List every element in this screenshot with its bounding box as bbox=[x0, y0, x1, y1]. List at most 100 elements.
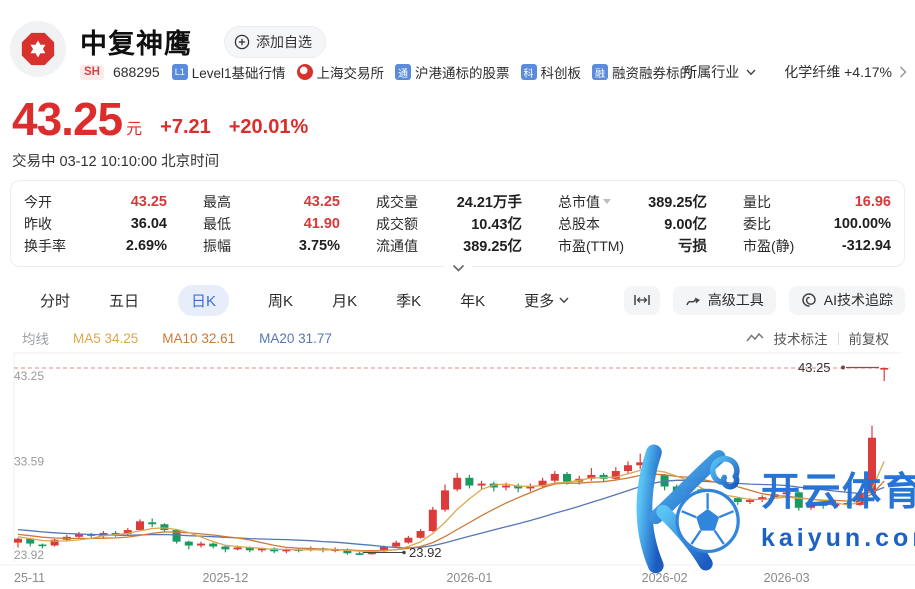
candle bbox=[26, 538, 35, 544]
stat-cell: 委比 100.00% bbox=[743, 213, 891, 234]
stat-value: 43.25 bbox=[130, 193, 167, 210]
industry-block: 所属行业 化学纤维 +4.17% bbox=[683, 62, 907, 82]
stat-value: 389.25亿 bbox=[648, 195, 707, 211]
stat-label: 最低 bbox=[203, 214, 231, 234]
ma-legend: 均线 MA5 34.25 MA10 32.61 MA20 31.77 bbox=[22, 328, 332, 348]
candle bbox=[282, 549, 291, 552]
stock-tag[interactable]: 科科创板 bbox=[520, 62, 582, 82]
add-watchlist-button[interactable]: 添加自选 bbox=[224, 26, 326, 58]
candle bbox=[819, 503, 828, 506]
candle bbox=[746, 500, 754, 502]
y-axis-label: 23.92 bbox=[14, 548, 44, 562]
stock-tag[interactable]: L1 Level1基础行情 bbox=[171, 62, 286, 82]
tab-more[interactable]: 更多 bbox=[524, 290, 569, 311]
tab-年K[interactable]: 年K bbox=[460, 292, 486, 310]
candle bbox=[38, 544, 47, 547]
annotate-zigzag-icon bbox=[745, 332, 764, 342]
collapse-stats-button[interactable] bbox=[444, 260, 472, 276]
stock-tags: L1 Level1基础行情 上海交易所通沪港通标的股票科科创板融融资融券标的 bbox=[171, 62, 693, 82]
stat-label: 昨收 bbox=[24, 214, 52, 234]
candle bbox=[502, 485, 510, 488]
advanced-tools-button[interactable]: 高级工具 bbox=[672, 285, 776, 315]
chart-options: 技术标注 前复权 bbox=[745, 328, 890, 348]
stat-cell: 最低 41.90 bbox=[203, 213, 340, 234]
quote-stats-card: 今开 43.25 最高 43.25 成交量 24.21万手 总市值 389.25亿 量比 16.9… bbox=[10, 180, 905, 267]
tab-五日[interactable]: 五日 bbox=[109, 292, 140, 310]
candle bbox=[831, 502, 840, 506]
add-circle-icon bbox=[234, 34, 250, 50]
x-axis-label: 25-11 bbox=[14, 571, 45, 585]
candle bbox=[550, 473, 559, 481]
tag-label: 科创板 bbox=[540, 66, 582, 81]
low-annotation-label: 23.92 bbox=[409, 545, 442, 560]
candle bbox=[636, 462, 645, 466]
stat-value: 亏损 bbox=[678, 239, 707, 255]
candle bbox=[514, 485, 523, 489]
industry-value[interactable]: 化学纤维 +4.17% bbox=[784, 64, 892, 80]
add-watchlist-label: 添加自选 bbox=[256, 34, 312, 50]
stock-tag[interactable]: 上海交易所 bbox=[296, 62, 385, 82]
stat-cell: 市盈(TTM) 亏损 bbox=[558, 235, 707, 256]
industry-label[interactable]: 所属行业 bbox=[683, 64, 740, 80]
tech-annotate-label[interactable]: 技术标注 bbox=[773, 332, 828, 347]
dropdown-caret-icon[interactable] bbox=[603, 199, 611, 204]
stat-value: 10.43亿 bbox=[471, 217, 522, 233]
candle bbox=[392, 542, 401, 547]
full-width-button[interactable] bbox=[623, 285, 660, 315]
stat-label: 总市值 bbox=[558, 192, 611, 212]
candle bbox=[233, 547, 242, 550]
stock-code: 688295 bbox=[112, 64, 160, 80]
tab-日K[interactable]: 日K bbox=[178, 284, 230, 316]
stat-label: 流通值 bbox=[376, 236, 418, 256]
stat-label-text: 成交量 bbox=[376, 193, 418, 210]
y-axis-label: 43.25 bbox=[14, 369, 44, 383]
tag-badge-icon: 科 bbox=[520, 64, 537, 80]
price-unit: 元 bbox=[126, 120, 143, 138]
candle bbox=[416, 531, 425, 538]
x-axis-label: 2025-12 bbox=[202, 571, 248, 585]
ma5-line bbox=[17, 461, 885, 553]
tag-label: 融资融券标的 bbox=[612, 66, 693, 81]
candle bbox=[453, 477, 462, 490]
adjust-mode-label[interactable]: 前复权 bbox=[848, 332, 890, 347]
tab-more-label: 更多 bbox=[524, 292, 555, 310]
kline-chart[interactable]: 43.25 33.59 23.92 25-11 2025-12 2026-01 2026-0… bbox=[0, 350, 915, 589]
candle bbox=[380, 546, 388, 552]
stock-tag[interactable]: 融融资融券标的 bbox=[592, 62, 693, 82]
stat-label: 成交额 bbox=[376, 214, 418, 234]
stat-cell: 总股本 9.00亿 bbox=[558, 213, 707, 234]
tab-月K[interactable]: 月K bbox=[332, 292, 358, 310]
stat-label-text: 成交额 bbox=[376, 215, 418, 232]
tag-badge-icon: 融 bbox=[592, 64, 608, 80]
stat-label-text: 最低 bbox=[203, 215, 231, 232]
candle bbox=[136, 521, 144, 531]
candle bbox=[624, 465, 632, 472]
chart-tool-buttons: 高级工具 AI技术追踪 bbox=[623, 285, 905, 315]
tab-分时[interactable]: 分时 bbox=[40, 292, 71, 310]
stat-label: 今开 bbox=[24, 192, 52, 212]
advanced-tools-icon bbox=[686, 297, 700, 305]
stat-value: 41.90 bbox=[303, 215, 340, 232]
tab-季K[interactable]: 季K bbox=[396, 292, 422, 310]
stat-value: 2.69% bbox=[125, 237, 167, 254]
x-axis-label: 2026-02 bbox=[642, 571, 688, 585]
chevron-right-icon[interactable] bbox=[899, 66, 907, 78]
candle bbox=[428, 509, 437, 532]
candle bbox=[123, 530, 132, 534]
stat-label-text: 最高 bbox=[203, 193, 231, 210]
ai-tracking-button[interactable]: AI技术追踪 bbox=[788, 285, 905, 315]
tag-label: 上海交易所 bbox=[316, 66, 385, 81]
candle bbox=[172, 530, 181, 542]
candle bbox=[209, 543, 218, 547]
candle bbox=[404, 537, 413, 543]
ai-spiral-icon bbox=[802, 293, 816, 307]
ma20-line bbox=[17, 479, 885, 549]
tab-周K[interactable]: 周K bbox=[268, 292, 294, 310]
price-change: +7.21 bbox=[160, 115, 211, 138]
price-block: 43.25 元 +7.21 +20.01% bbox=[12, 96, 308, 142]
ma-prefix-label: 均线 bbox=[22, 332, 49, 347]
stock-tag[interactable]: 通沪港通标的股票 bbox=[395, 62, 510, 82]
stat-value: 389.25亿 bbox=[463, 239, 522, 255]
stat-cell: 流通值 389.25亿 bbox=[376, 235, 522, 256]
